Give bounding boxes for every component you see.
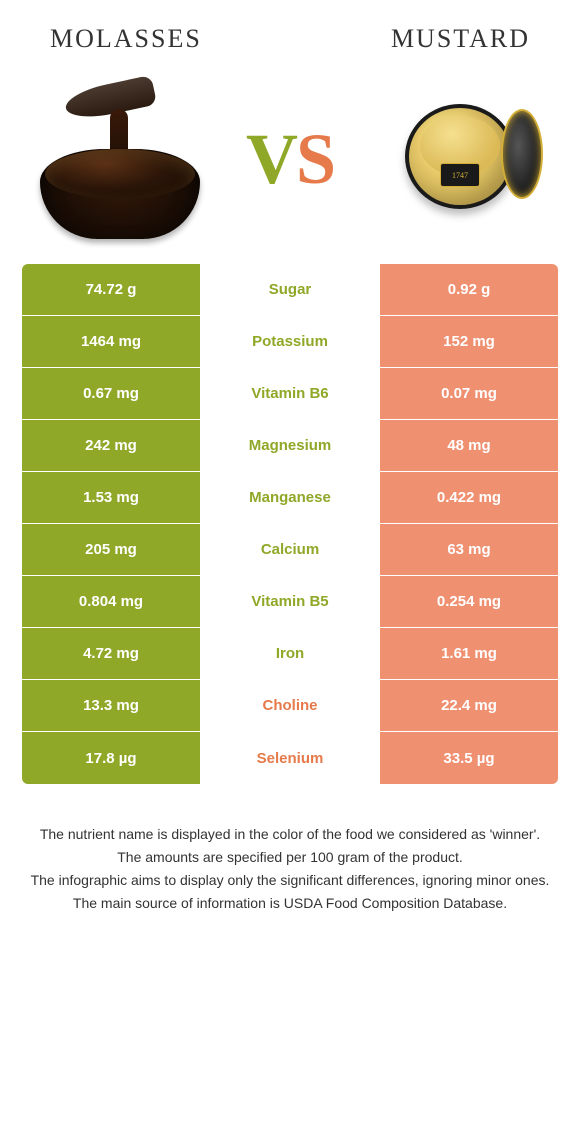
nutrient-name-cell: Choline — [200, 680, 380, 731]
table-row: 205 mgCalcium63 mg — [22, 524, 558, 576]
footer-line-4: The main source of information is USDA F… — [30, 893, 550, 914]
molasses-image — [30, 74, 210, 244]
table-row: 4.72 mgIron1.61 mg — [22, 628, 558, 680]
left-value-cell: 242 mg — [22, 420, 200, 471]
mustard-image: 1747 — [370, 74, 550, 244]
right-value-cell: 33.5 µg — [380, 732, 558, 784]
right-value-cell: 0.422 mg — [380, 472, 558, 523]
vs-v: V — [246, 119, 296, 199]
table-row: 13.3 mgCholine22.4 mg — [22, 680, 558, 732]
right-food-title: mustard — [391, 24, 530, 54]
left-value-cell: 205 mg — [22, 524, 200, 575]
vs-label: VS — [246, 118, 334, 201]
table-row: 1.53 mgManganese0.422 mg — [22, 472, 558, 524]
right-value-cell: 152 mg — [380, 316, 558, 367]
table-row: 0.804 mgVitamin B50.254 mg — [22, 576, 558, 628]
images-row: VS 1747 — [0, 64, 580, 264]
left-value-cell: 1.53 mg — [22, 472, 200, 523]
right-value-cell: 0.254 mg — [380, 576, 558, 627]
table-row: 1464 mgPotassium152 mg — [22, 316, 558, 368]
table-row: 74.72 gSugar0.92 g — [22, 264, 558, 316]
table-row: 17.8 µgSelenium33.5 µg — [22, 732, 558, 784]
left-value-cell: 0.67 mg — [22, 368, 200, 419]
vs-s: S — [296, 119, 334, 199]
right-value-cell: 48 mg — [380, 420, 558, 471]
right-value-cell: 0.92 g — [380, 264, 558, 315]
header-row: molasses mustard — [0, 0, 580, 64]
nutrient-name-cell: Selenium — [200, 732, 380, 784]
right-value-cell: 1.61 mg — [380, 628, 558, 679]
nutrient-name-cell: Manganese — [200, 472, 380, 523]
nutrient-name-cell: Vitamin B5 — [200, 576, 380, 627]
nutrient-name-cell: Magnesium — [200, 420, 380, 471]
nutrient-name-cell: Vitamin B6 — [200, 368, 380, 419]
footer-notes: The nutrient name is displayed in the co… — [0, 784, 580, 936]
footer-line-1: The nutrient name is displayed in the co… — [30, 824, 550, 845]
jar-year-label: 1747 — [440, 163, 480, 187]
right-value-cell: 63 mg — [380, 524, 558, 575]
nutrient-name-cell: Sugar — [200, 264, 380, 315]
table-row: 242 mgMagnesium48 mg — [22, 420, 558, 472]
left-value-cell: 17.8 µg — [22, 732, 200, 784]
left-value-cell: 1464 mg — [22, 316, 200, 367]
left-food-title: molasses — [50, 24, 202, 54]
right-value-cell: 22.4 mg — [380, 680, 558, 731]
footer-line-2: The amounts are specified per 100 gram o… — [30, 847, 550, 868]
nutrient-table: 74.72 gSugar0.92 g1464 mgPotassium152 mg… — [22, 264, 558, 784]
left-value-cell: 13.3 mg — [22, 680, 200, 731]
nutrient-name-cell: Potassium — [200, 316, 380, 367]
nutrient-name-cell: Iron — [200, 628, 380, 679]
footer-line-3: The infographic aims to display only the… — [30, 870, 550, 891]
right-value-cell: 0.07 mg — [380, 368, 558, 419]
left-value-cell: 74.72 g — [22, 264, 200, 315]
nutrient-name-cell: Calcium — [200, 524, 380, 575]
left-value-cell: 0.804 mg — [22, 576, 200, 627]
table-row: 0.67 mgVitamin B60.07 mg — [22, 368, 558, 420]
left-value-cell: 4.72 mg — [22, 628, 200, 679]
